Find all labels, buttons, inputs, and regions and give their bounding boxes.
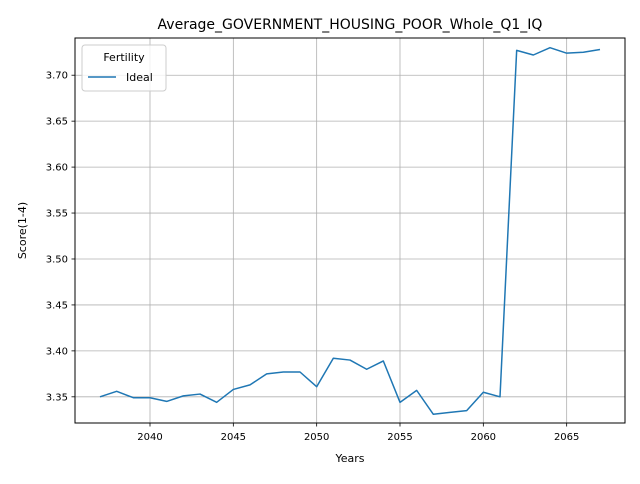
axis-ticks: 2040 2045 2050 2055 2060 2065 3.35 3.40 3.45 3.50… (46, 71, 580, 443)
y-tick-label: 3.35 (46, 392, 68, 403)
y-tick-label: 3.45 (46, 300, 68, 311)
series-layer (99, 46, 601, 416)
x-tick-label: 2055 (387, 432, 412, 443)
grid (75, 38, 625, 423)
legend-entry-label: Ideal (126, 71, 153, 84)
x-tick-label: 2065 (554, 432, 579, 443)
y-axis-label: Score(1-4) (16, 202, 29, 259)
x-tick-label: 2050 (304, 432, 329, 443)
x-tick-label: 2045 (221, 432, 246, 443)
y-tick-label: 3.65 (46, 117, 68, 128)
plot-area-frame (74, 37, 626, 424)
chart-title: Average_GOVERNMENT_HOUSING_POOR_Whole_Q1… (158, 17, 543, 33)
y-tick-label: 3.70 (46, 71, 68, 82)
series-line-ideal (99, 46, 601, 416)
x-tick-label: 2040 (137, 432, 162, 443)
legend: Fertility Ideal (81, 44, 167, 92)
x-axis-label: Years (334, 452, 364, 465)
legend-title: Fertility (103, 51, 145, 64)
y-tick-label: 3.60 (46, 163, 68, 174)
legend-box (81, 44, 167, 92)
y-tick-label: 3.50 (46, 254, 68, 265)
y-tick-label: 3.40 (46, 346, 68, 357)
x-tick-label: 2060 (471, 432, 496, 443)
y-tick-label: 3.55 (46, 209, 68, 220)
